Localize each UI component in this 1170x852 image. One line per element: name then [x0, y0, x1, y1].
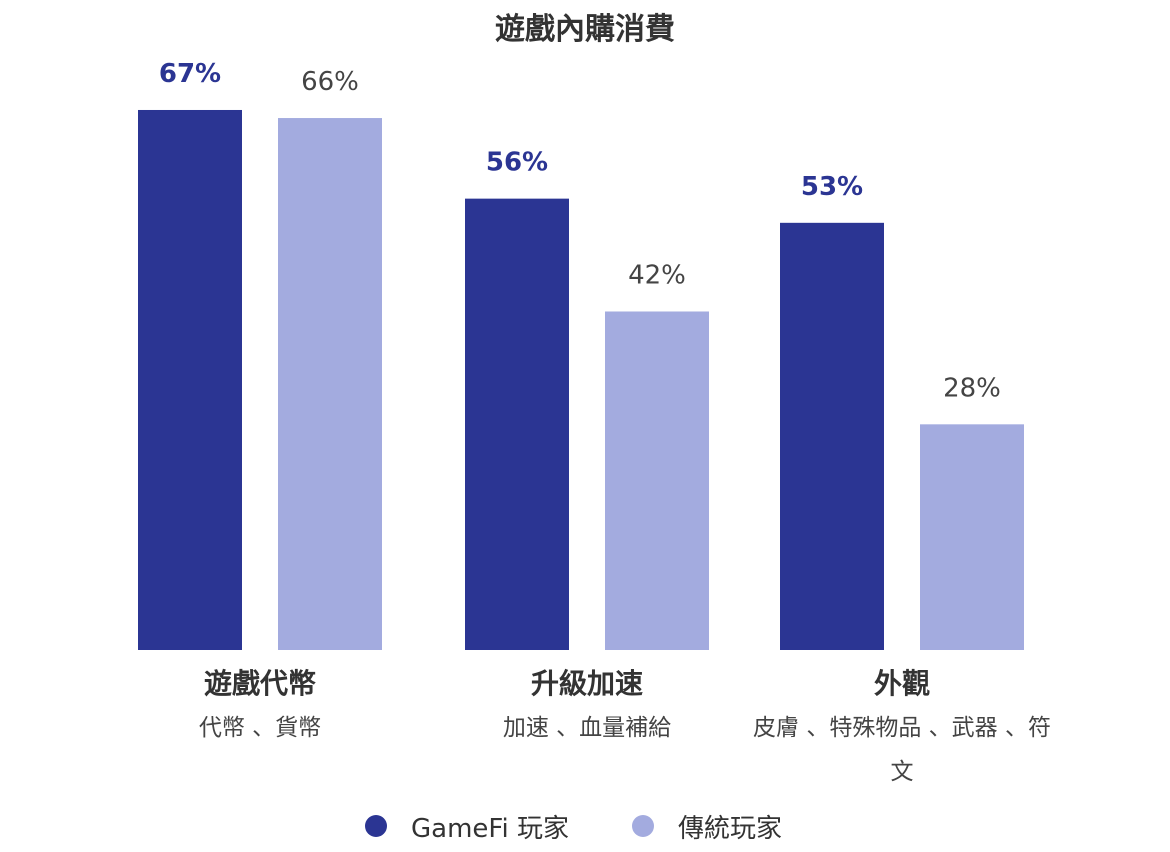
category-label-upgrade-boost: 升級加速 — [530, 667, 643, 700]
value-label-gamefi-appearance: 53% — [801, 172, 863, 202]
legend-item-gamefi: GameFi 玩家 — [365, 806, 569, 846]
bar-traditional-appearance — [920, 424, 1024, 650]
chart-legend: GameFi 玩家 傳統玩家 — [0, 806, 1170, 846]
bar-gamefi-upgrade-boost — [465, 198, 569, 650]
value-label-traditional-game-tokens: 66% — [301, 67, 359, 97]
category-label-appearance: 外觀 — [873, 667, 930, 700]
bar-traditional-upgrade-boost — [605, 311, 709, 650]
legend-label-traditional: 傳統玩家 — [678, 813, 783, 844]
value-label-gamefi-game-tokens: 67% — [159, 59, 221, 89]
legend-swatch-gamefi — [365, 815, 387, 837]
bar-traditional-game-tokens — [278, 118, 382, 651]
bars-layer — [138, 109, 1024, 651]
value-label-traditional-appearance: 28% — [943, 373, 1001, 403]
value-label-traditional-upgrade-boost: 42% — [628, 260, 686, 290]
chart-title: 遊戲內購消費 — [495, 12, 675, 47]
bar-gamefi-game-tokens — [138, 109, 242, 651]
legend-item-traditional: 傳統玩家 — [632, 806, 782, 846]
value-label-gamefi-upgrade-boost: 56% — [486, 148, 548, 178]
category-desc-upgrade-boost: 加速 、血量補給 — [502, 715, 672, 741]
legend-label-gamefi: GameFi 玩家 — [411, 813, 569, 844]
bar-gamefi-appearance — [780, 222, 884, 650]
category-desc-appearance: 皮膚 、特殊物品 、武器 、符文 — [753, 715, 1051, 785]
value-labels-layer: 67% 66% 56% 42% 53% 28% — [159, 59, 1001, 403]
category-desc-game-tokens: 代幣 、貨幣 — [198, 715, 322, 741]
legend-swatch-traditional — [632, 815, 654, 837]
category-label-game-tokens: 遊戲代幣 — [203, 667, 316, 700]
